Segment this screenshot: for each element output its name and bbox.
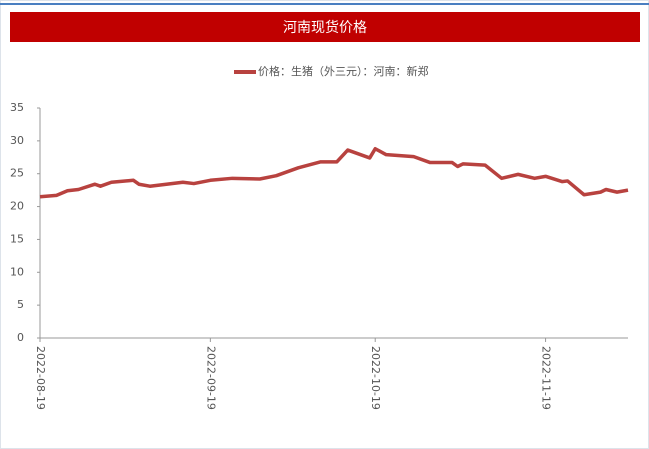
title-bar bbox=[10, 12, 640, 42]
x-tick-label: 2022-10-19 bbox=[369, 346, 382, 410]
y-tick-label: 10 bbox=[10, 265, 24, 278]
x-tick-label: 2022-11-19 bbox=[540, 346, 553, 410]
y-tick-label: 15 bbox=[10, 232, 24, 245]
y-tick-label: 0 bbox=[17, 331, 24, 344]
y-tick-label: 20 bbox=[10, 200, 24, 213]
chart-title: 河南现货价格 bbox=[283, 19, 367, 36]
y-tick-label: 5 bbox=[17, 298, 24, 311]
line bbox=[39, 146, 629, 199]
y-tick-label: 25 bbox=[10, 167, 24, 180]
y-tick-label: 30 bbox=[10, 134, 24, 147]
x-tick-label: 2022-09-19 bbox=[204, 346, 217, 410]
x-tick-label: 2022-08-19 bbox=[34, 346, 47, 410]
legend-label: 价格：生猪（外三元）：河南：新郑 bbox=[258, 64, 429, 78]
y-tick-label: 35 bbox=[10, 101, 24, 114]
